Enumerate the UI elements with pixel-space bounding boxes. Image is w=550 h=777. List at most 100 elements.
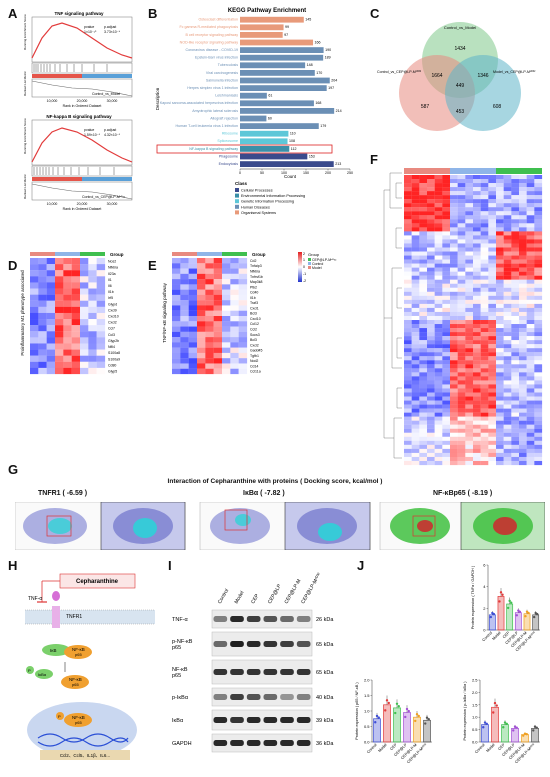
heat-f-cell bbox=[519, 199, 527, 204]
heat-f-cell bbox=[442, 251, 451, 256]
heat-f-cell bbox=[526, 356, 535, 361]
heat-f-cell bbox=[450, 348, 458, 353]
heat-f-cell bbox=[526, 416, 535, 421]
heat-f-cell bbox=[496, 267, 504, 272]
heat-f-cell bbox=[480, 207, 489, 212]
heat-d-gene: Cxcl2 bbox=[108, 321, 117, 325]
heat-f-cell bbox=[427, 223, 435, 228]
wb-membrane bbox=[211, 609, 313, 629]
heat-f-cell bbox=[519, 416, 527, 421]
heat-f-cell bbox=[534, 388, 543, 393]
heat-f-cell bbox=[411, 348, 420, 353]
heat-f-cell bbox=[419, 352, 428, 357]
heat-f-cell bbox=[411, 231, 420, 236]
heat-d-cell bbox=[88, 361, 97, 368]
heat-f-cell bbox=[511, 344, 520, 349]
heat-f-cell bbox=[526, 283, 535, 288]
heat-f-cell bbox=[519, 187, 527, 192]
heat-d-cell bbox=[30, 343, 39, 350]
heat-f-cell bbox=[457, 460, 466, 466]
heat-e-gene: Ccl2 bbox=[250, 328, 257, 332]
heat-f-cell bbox=[534, 404, 543, 409]
heat-e-cell bbox=[180, 294, 189, 301]
heat-f-cell bbox=[511, 352, 520, 357]
heat-f-cell bbox=[511, 392, 520, 397]
heat-f-cell bbox=[473, 215, 481, 220]
heat-f-cell bbox=[503, 360, 512, 365]
heat-f-cell bbox=[442, 416, 451, 421]
heat-f-cell bbox=[480, 247, 489, 252]
heat-d-gene: Ccl7 bbox=[108, 327, 115, 331]
heat-d-cell bbox=[71, 331, 81, 338]
heat-d-cell bbox=[30, 264, 39, 271]
heat-f-cell bbox=[442, 271, 451, 276]
heat-f-cell bbox=[519, 376, 527, 381]
heat-f-cell bbox=[526, 440, 535, 445]
heat-f-cell bbox=[480, 384, 489, 389]
heat-f-cell bbox=[526, 231, 535, 236]
heat-f-cell bbox=[488, 396, 497, 401]
heat-f-cell bbox=[488, 287, 497, 292]
docking-title: Interaction of Cepharanthine with protei… bbox=[167, 478, 383, 485]
heat-d-cell bbox=[55, 312, 64, 320]
heat-f-cell bbox=[434, 356, 443, 361]
heat-d-cell bbox=[80, 258, 89, 265]
heat-f-cell bbox=[511, 195, 520, 200]
heat-f-cell bbox=[419, 432, 428, 437]
heat-f-cell bbox=[457, 380, 466, 385]
heat-f-cell bbox=[457, 368, 466, 373]
heat-f-cell bbox=[411, 303, 420, 309]
heat-f-cell bbox=[442, 235, 451, 240]
heat-f-cell bbox=[404, 376, 412, 381]
heat-f-cell bbox=[465, 456, 474, 462]
heat-f-cell bbox=[503, 255, 512, 260]
heat-f-cell bbox=[457, 291, 466, 296]
quant-ytick-label: 2.0 bbox=[472, 690, 478, 695]
heat-f-cell bbox=[534, 255, 543, 260]
heat-f-cell bbox=[511, 332, 520, 337]
heat-d-gene: Glypd bbox=[108, 302, 117, 306]
heat-f-cell bbox=[496, 460, 504, 466]
heat-f-cell bbox=[427, 247, 435, 252]
heat-f-cell bbox=[526, 243, 535, 248]
panel-b-chart: KEGG Pathway Enrichment Description Oste… bbox=[155, 4, 365, 219]
heat-f-cell bbox=[434, 404, 443, 409]
heat-f-cell bbox=[534, 275, 543, 280]
heat-f-cell bbox=[450, 271, 458, 276]
heat-f-cell bbox=[434, 324, 443, 329]
heat-f-cell bbox=[434, 303, 443, 309]
heat-f-cell bbox=[411, 376, 420, 381]
heat-f-cell bbox=[442, 291, 451, 296]
heat-f-cell bbox=[434, 283, 443, 288]
heat-e-cell bbox=[230, 316, 239, 322]
heat-f-cell bbox=[526, 364, 535, 369]
heat-f-cell bbox=[503, 428, 512, 433]
kegg-bar bbox=[240, 161, 334, 167]
heat-e-cell bbox=[205, 273, 214, 280]
heat-f-cell bbox=[511, 211, 520, 216]
heat-f-cell bbox=[526, 263, 535, 268]
panel-c-venn: Control_vs_Model Control_vs_CEP@LP-Mᶜᴰ³²… bbox=[375, 15, 545, 140]
heat-f-cell bbox=[427, 352, 435, 357]
heat-f-cell bbox=[526, 183, 535, 188]
heat-f-cell bbox=[427, 356, 435, 361]
heat-f-cell bbox=[434, 344, 443, 349]
heat-e-cell bbox=[172, 305, 181, 311]
quant-bar bbox=[501, 724, 509, 743]
heat-f-cell bbox=[480, 328, 489, 333]
quant-dot bbox=[498, 600, 501, 603]
heat-d-cell bbox=[38, 276, 47, 283]
heat-f-cell bbox=[534, 368, 543, 373]
heat-e-cell bbox=[188, 352, 198, 359]
heat-f-cell bbox=[511, 231, 520, 236]
wb-band bbox=[246, 669, 261, 675]
heat-e-cell bbox=[230, 258, 239, 264]
heat-f-cell bbox=[526, 287, 535, 292]
heat-f-cell bbox=[457, 219, 466, 224]
heat-f-cell bbox=[519, 183, 527, 188]
heat-f-cell bbox=[427, 388, 435, 393]
wb-band bbox=[296, 616, 311, 622]
panel-j-charts: 0 2 4 6 Protein expression ( TNFα / GAPDH ) C… bbox=[350, 560, 548, 772]
heat-f-cell bbox=[480, 283, 489, 288]
heat-f-cell bbox=[450, 227, 458, 232]
